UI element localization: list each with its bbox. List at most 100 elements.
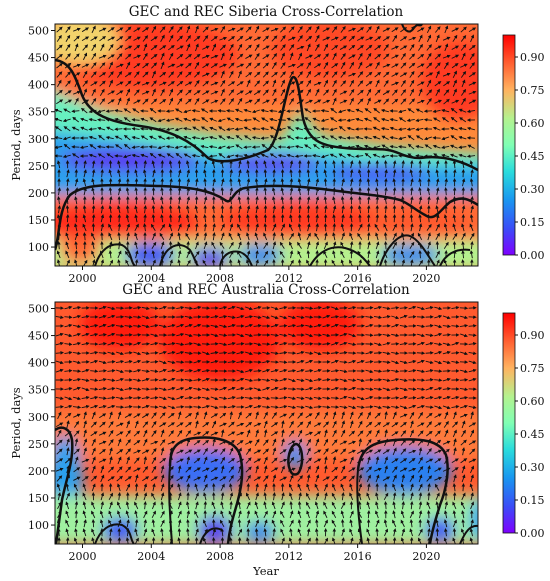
colorbar-tick-label: 0.45 [520,428,545,441]
phase-arrow [226,109,235,113]
phase-arrow [297,71,303,78]
phase-arrow [55,108,63,113]
phase-arrow [203,501,208,510]
phase-arrow [357,80,364,87]
phase-arrow [460,70,467,78]
phase-arrow [100,196,104,205]
phase-arrow [72,369,82,373]
phase-arrow [134,483,139,492]
colorbar [502,34,516,256]
phase-arrow [461,483,466,492]
phase-arrow [305,54,313,59]
phase-arrow [280,26,287,33]
phase-arrow [186,519,190,528]
phase-arrow [391,63,399,68]
phase-arrow [288,26,295,33]
phase-arrow [73,27,81,32]
phase-arrow [254,71,261,78]
y-tick-label: 300 [28,411,49,424]
phase-arrow [151,80,157,87]
phase-arrow [169,88,174,97]
phase-arrow [365,36,374,41]
phase-arrow [270,27,279,32]
phase-arrow [331,26,338,33]
phase-arrow [133,27,141,33]
phase-arrow [451,351,460,355]
phase-arrow [297,35,303,42]
phase-arrow [443,89,450,96]
phase-arrow [407,108,415,114]
phase-arrow [288,44,295,51]
phase-arrow [461,79,466,88]
phase-arrow [349,61,355,69]
phase-arrow [167,63,176,68]
phase-arrow [200,108,209,114]
phase-arrow [314,63,322,69]
phase-arrow [195,25,199,34]
phase-arrow [245,54,253,59]
phase-arrow [425,351,434,355]
phase-arrow [159,45,167,51]
phase-arrow [150,53,158,60]
phase-arrow [357,27,365,33]
phase-arrow [315,34,320,43]
phase-arrow [435,88,440,96]
y-tick-label: 150 [28,214,49,227]
phase-arrow [236,81,244,87]
phase-arrow [90,71,97,78]
phase-arrow [348,54,356,59]
phase-arrow [193,405,202,409]
phase-arrow [228,43,234,51]
phase-arrow [365,44,373,51]
phase-arrow [133,99,141,104]
phase-arrow [348,27,357,32]
colorbar-tick-label: 0.30 [520,461,545,474]
y-axis-label: Period, days [9,109,23,181]
phase-arrow [332,52,337,61]
phase-arrow [220,25,226,33]
phase-arrow [237,70,242,79]
phase-arrow [254,98,261,105]
phase-arrow [409,43,415,51]
phase-arrow [202,80,210,87]
phase-arrow [417,63,425,68]
phase-arrow [417,99,425,104]
phase-arrow [176,35,183,42]
phase-arrow [220,79,226,87]
phase-arrow [73,90,81,95]
phase-arrow [382,63,391,68]
phase-arrow [452,79,457,88]
phase-arrow [451,99,460,104]
y-tick-label: 200 [28,187,49,200]
phase-arrow [280,71,286,78]
phase-arrow [271,97,277,105]
phase-arrow [408,36,417,41]
phase-arrow [461,52,466,61]
phase-arrow [219,44,226,51]
phase-arrow [151,70,156,79]
phase-arrow [176,360,185,364]
phase-arrow [160,34,165,42]
chart-australia: GEC and REC Australia Cross-Correlation [9,282,545,578]
phase-arrow [220,52,225,61]
phase-arrow [201,117,209,123]
phase-arrow [99,35,106,42]
phase-arrow [185,89,192,96]
phase-arrow [400,98,407,105]
phase-arrow [434,369,443,373]
phase-arrow [451,54,460,59]
phase-arrow [116,70,123,78]
phase-arrow [132,108,140,114]
phase-arrow [165,109,175,113]
phase-arrow [374,89,381,96]
phase-arrow [253,90,261,96]
phase-arrow [210,81,219,86]
phase-arrow [435,70,440,79]
phase-arrow [382,369,391,373]
x-tick-label: 2000 [69,272,97,285]
phase-arrow [210,90,219,95]
phase-arrow [236,53,244,60]
phase-arrow [469,44,476,51]
phase-arrow [409,88,414,97]
phase-arrow [269,117,278,122]
